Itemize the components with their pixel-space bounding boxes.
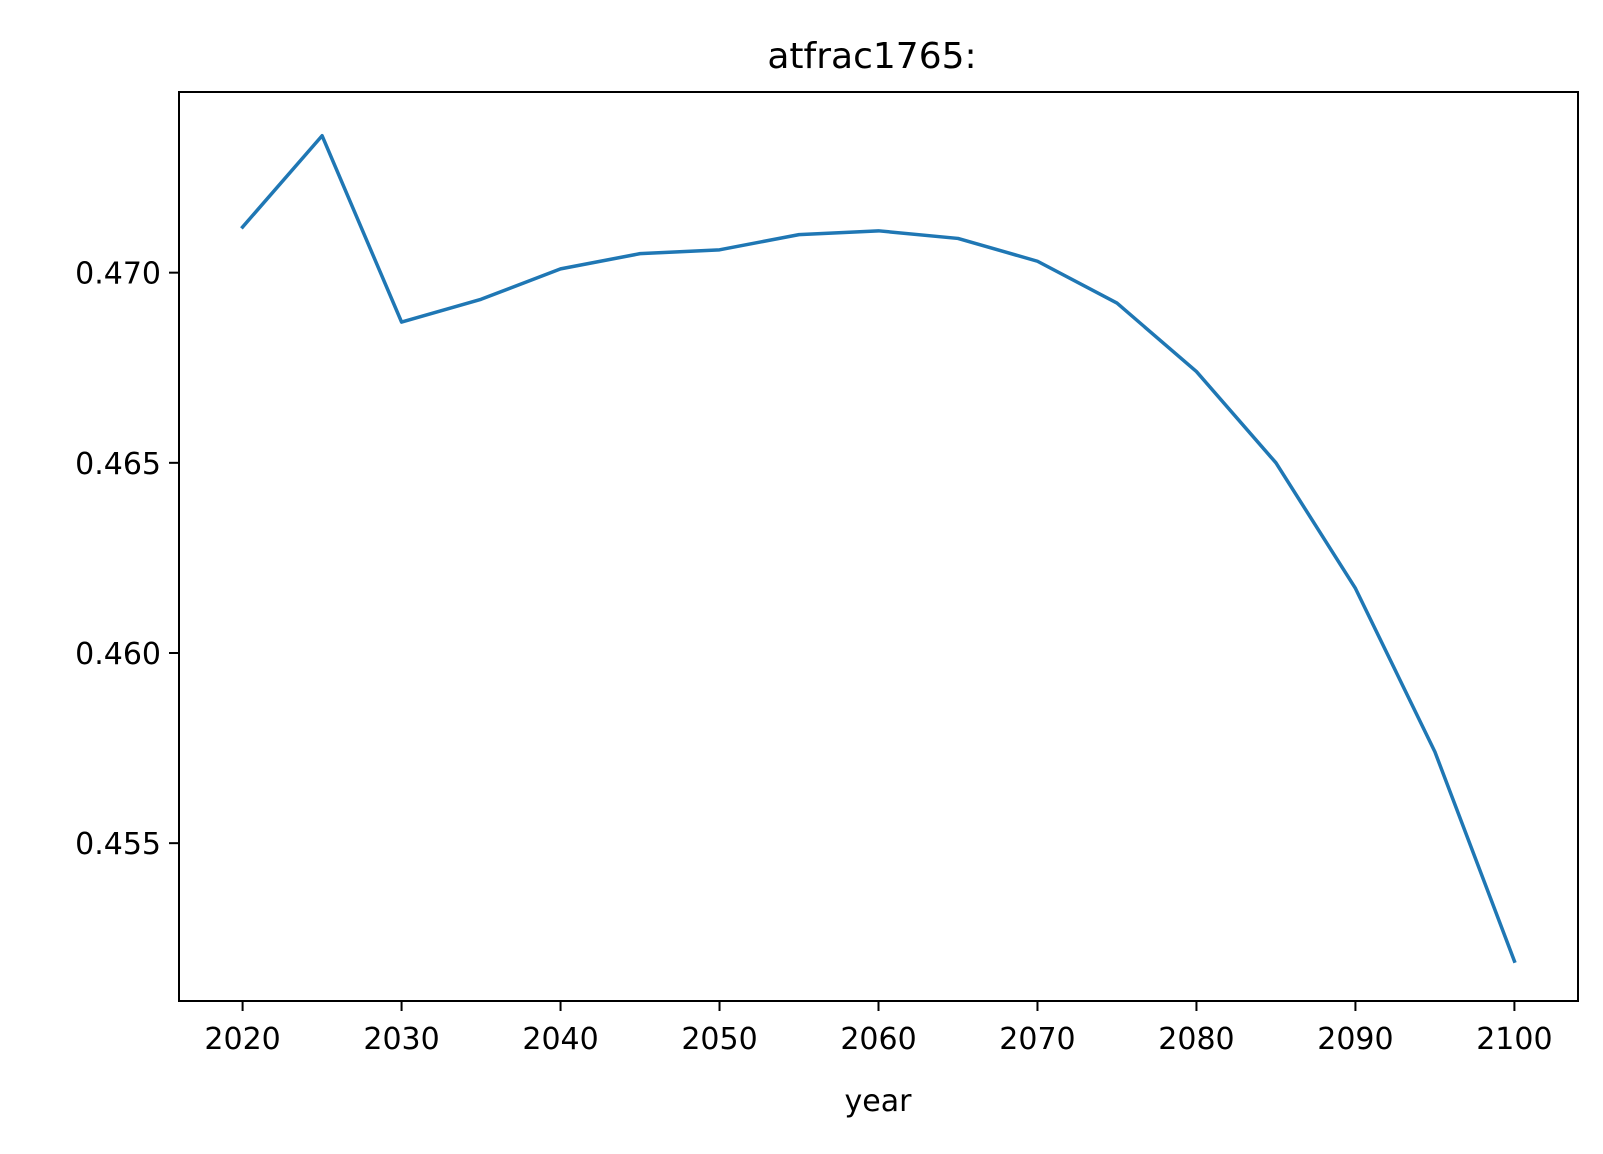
y-axis-ticks: 0.455 0.460 0.465 0.470 (75, 257, 179, 862)
data-series-line (240, 133, 1517, 964)
x-tick-label: 2060 (840, 1022, 916, 1057)
y-tick-label: 0.460 (75, 637, 161, 672)
x-tick-label: 2040 (522, 1022, 598, 1057)
x-axis-label: year (845, 1084, 913, 1119)
x-tick-label: 2100 (1476, 1022, 1552, 1057)
chart-title: atfrac1765: (767, 36, 976, 77)
x-tick-label: 2030 (363, 1022, 439, 1057)
y-tick-label: 0.455 (75, 827, 161, 862)
x-tick-label: 2020 (204, 1022, 280, 1057)
x-axis-ticks: 2020 2030 2040 2050 2060 2070 2080 2090 2100 (204, 1001, 1553, 1057)
y-tick-label: 0.465 (75, 447, 161, 482)
x-tick-label: 2070 (999, 1022, 1075, 1057)
plot-area-frame (178, 91, 1579, 1002)
x-tick-label: 2090 (1317, 1022, 1393, 1057)
x-tick-label: 2080 (1158, 1022, 1234, 1057)
x-tick-label: 2050 (681, 1022, 757, 1057)
y-tick-label: 0.470 (75, 257, 161, 292)
